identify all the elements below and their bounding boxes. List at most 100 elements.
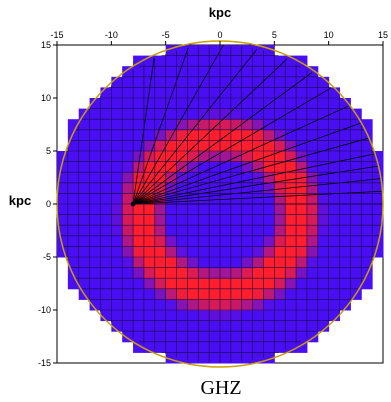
heatmap-cell	[154, 119, 167, 131]
x-tick-label: -5	[162, 30, 170, 40]
heatmap-cell	[285, 299, 297, 311]
heatmap-cell	[133, 310, 145, 322]
heatmap-cell	[89, 119, 101, 131]
heatmap-cell	[165, 182, 178, 194]
heatmap-cell	[328, 129, 341, 141]
heatmap-cell	[339, 235, 351, 247]
heatmap-cell	[339, 161, 351, 173]
heatmap-cell	[165, 98, 178, 110]
y-tick-label: 15	[41, 40, 51, 50]
heatmap-cell	[306, 87, 319, 99]
heatmap-cell	[100, 161, 112, 173]
heatmap-cell	[252, 352, 264, 364]
heatmap-cell	[143, 129, 156, 141]
heatmap-cell	[296, 87, 308, 99]
heatmap-cell	[296, 246, 308, 258]
x-tick-label: 5	[272, 30, 277, 40]
heatmap-cell	[350, 257, 362, 269]
heatmap-cell	[187, 151, 199, 163]
heatmap-cell	[296, 235, 308, 247]
heatmap-cell	[209, 278, 221, 290]
heatmap-cell	[230, 76, 243, 88]
heatmap-cell	[230, 45, 243, 57]
heatmap-cell	[122, 140, 134, 152]
heatmap-cell	[241, 288, 254, 300]
heatmap-cell	[57, 151, 69, 163]
heatmap-cell	[154, 76, 167, 88]
heatmap-cell	[230, 310, 243, 322]
heatmap-cell	[263, 182, 275, 194]
heatmap-cell	[339, 172, 351, 184]
heatmap-cell	[230, 87, 243, 99]
heatmap-cell	[78, 225, 91, 237]
heatmap-cell	[296, 108, 308, 120]
heatmap-cell	[317, 204, 330, 216]
heatmap-cell	[176, 352, 188, 364]
heatmap-cell	[285, 310, 297, 322]
heatmap-cell	[67, 204, 80, 216]
heatmap-cell	[209, 45, 221, 57]
heatmap-cell	[274, 204, 286, 216]
heatmap-cell	[165, 108, 178, 120]
heatmap-cell	[187, 310, 199, 322]
heatmap-cell	[78, 151, 91, 163]
heatmap-cell	[296, 267, 308, 279]
heatmap-cell	[296, 225, 308, 237]
heatmap-cell	[165, 193, 178, 205]
heatmap-cell	[198, 257, 210, 269]
heatmap-cell	[100, 182, 112, 194]
heatmap-cell	[89, 151, 101, 163]
heatmap-cell	[350, 225, 362, 237]
heatmap-cell	[296, 140, 308, 152]
heatmap-cell	[122, 182, 134, 194]
heatmap-cell	[339, 204, 351, 216]
heatmap-cell	[100, 98, 112, 110]
heatmap-cell	[285, 331, 297, 343]
heatmap-cell	[165, 320, 178, 332]
heatmap-cell	[133, 172, 145, 184]
heatmap-cell	[100, 267, 112, 279]
heatmap-cell	[339, 98, 351, 110]
heatmap-cell	[100, 257, 112, 269]
heatmap-cell	[165, 129, 178, 141]
heatmap-cell	[241, 267, 254, 279]
heatmap-cell	[306, 172, 319, 184]
heatmap-cell	[230, 235, 243, 247]
heatmap-cell	[317, 76, 330, 88]
heatmap-cell	[220, 257, 232, 269]
heatmap-cell	[274, 310, 286, 322]
heatmap-cell	[274, 87, 286, 99]
heatmap-cell	[165, 299, 178, 311]
heatmap-cell	[372, 151, 384, 163]
heatmap-cell	[67, 151, 80, 163]
heatmap-cell	[296, 193, 308, 205]
heatmap-cell	[263, 299, 275, 311]
heatmap-cell	[78, 214, 91, 226]
heatmap-cell	[241, 98, 254, 110]
heatmap-cell	[220, 352, 232, 364]
heatmap-cell	[176, 288, 188, 300]
heatmap-cell	[78, 204, 91, 216]
heatmap-cell	[111, 225, 123, 237]
heatmap-cell	[274, 172, 286, 184]
heatmap-cell	[220, 76, 232, 88]
heatmap-cell	[361, 214, 373, 226]
heatmap-cell	[285, 151, 297, 163]
heatmap-cell	[317, 129, 330, 141]
heatmap-cell	[78, 267, 91, 279]
heatmap-cell	[220, 278, 232, 290]
heatmap-cell	[111, 140, 123, 152]
heatmap-cell	[317, 87, 330, 99]
heatmap-cell	[154, 204, 167, 216]
heatmap-cell	[154, 257, 167, 269]
heatmap-cell	[154, 341, 167, 353]
heatmap-cell	[252, 341, 264, 353]
heatmap-cell	[111, 299, 123, 311]
heatmap-cell	[154, 320, 167, 332]
heatmap-cell	[252, 320, 264, 332]
heatmap-cell	[350, 140, 362, 152]
heatmap-cell	[285, 161, 297, 173]
heatmap-cell	[122, 214, 134, 226]
heatmap-cell	[111, 87, 123, 99]
heatmap-cell	[252, 119, 264, 131]
